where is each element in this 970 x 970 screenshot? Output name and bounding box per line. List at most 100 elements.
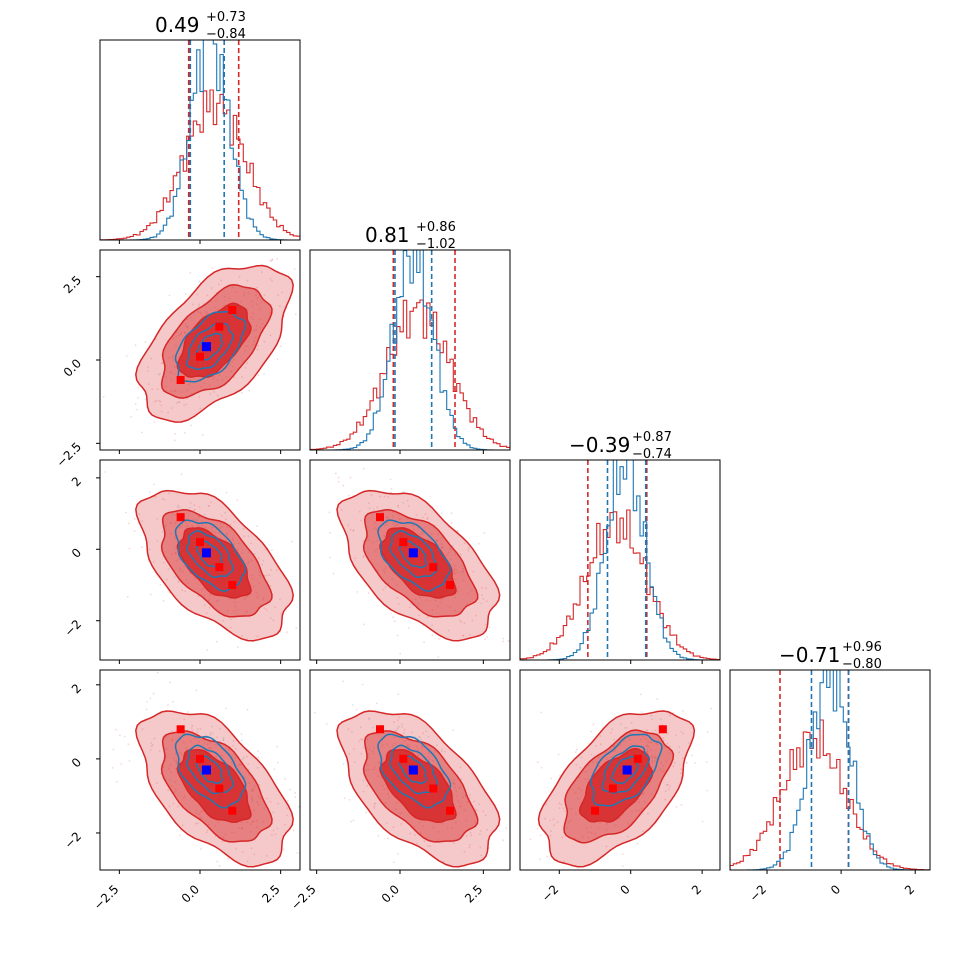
- scatter-point: [102, 395, 105, 398]
- scatter-point: [183, 404, 185, 407]
- scatter-point: [447, 551, 450, 554]
- scatter-point: [217, 599, 220, 602]
- scatter-point: [168, 294, 171, 297]
- scatter-point: [347, 728, 350, 731]
- scatter-point: [553, 824, 556, 827]
- scatter-point: [186, 581, 189, 584]
- scatter-point: [417, 749, 420, 751]
- scatter-point: [170, 378, 173, 381]
- scatter-point: [156, 540, 159, 542]
- scatter-point: [238, 826, 240, 829]
- scatter-point: [218, 864, 221, 867]
- scatter-point: [365, 769, 368, 771]
- scatter-point: [138, 513, 141, 515]
- scatter-point: [614, 824, 617, 827]
- scatter-point: [184, 323, 187, 326]
- scatter-point: [244, 596, 247, 599]
- scatter-point: [265, 855, 268, 857]
- scatter-point: [166, 789, 169, 792]
- scatter-point: [584, 778, 587, 780]
- scatter-point: [434, 599, 437, 602]
- scatter-point: [237, 764, 240, 767]
- scatter-point: [200, 385, 202, 388]
- scatter-point: [649, 741, 652, 744]
- scatter-point: [257, 795, 259, 798]
- scatter-point: [432, 826, 435, 829]
- scatter-point: [655, 743, 658, 746]
- scatter-point: [580, 756, 583, 759]
- scatter-point: [382, 588, 385, 591]
- scatter-point: [228, 363, 231, 366]
- scatter-point: [366, 738, 369, 741]
- scatter-point: [646, 750, 649, 753]
- scatter-point: [251, 789, 254, 792]
- scatter-point: [256, 348, 259, 351]
- scatter-point: [353, 761, 356, 764]
- scatter-point: [426, 844, 429, 847]
- scatter-point: [456, 571, 459, 574]
- blue-contour: [377, 519, 452, 592]
- scatter-point: [451, 826, 454, 829]
- blue-contour: [589, 733, 663, 807]
- scatter-point: [226, 532, 228, 535]
- scatter-point: [710, 707, 713, 710]
- red-marker: [376, 725, 384, 734]
- scatter-point: [258, 308, 261, 311]
- scatter-point: [472, 873, 474, 875]
- red-marker: [608, 784, 617, 793]
- scatter-point: [485, 623, 487, 626]
- scatter-point: [605, 845, 608, 848]
- scatter-point: [284, 777, 286, 780]
- scatter-point: [365, 811, 367, 814]
- scatter-point: [152, 483, 155, 486]
- scatter-point: [173, 759, 176, 762]
- scatter-point: [431, 759, 434, 762]
- scatter-point: [395, 524, 398, 527]
- scatter-point: [221, 379, 224, 382]
- scatter-point: [387, 837, 389, 840]
- scatter-point: [362, 539, 365, 542]
- scatter-point: [187, 327, 189, 329]
- scatter-point: [584, 770, 587, 773]
- scatter-point: [175, 768, 177, 770]
- scatter-point: [174, 752, 177, 755]
- scatter-point: [462, 567, 464, 570]
- scatter-point: [173, 373, 176, 375]
- scatter-point: [185, 747, 188, 750]
- scatter-point: [639, 738, 642, 741]
- panel-frame: [309, 459, 511, 661]
- scatter-point: [227, 609, 229, 612]
- scatter-point: [209, 593, 212, 596]
- scatter-point: [210, 501, 212, 504]
- scatter-point: [271, 549, 273, 551]
- scatter-point: [612, 745, 615, 748]
- y-tick-label: −2: [62, 617, 84, 639]
- scatter-point: [473, 800, 476, 803]
- scatter-point: [269, 259, 272, 262]
- scatter-point: [680, 803, 683, 806]
- scatter-point: [200, 589, 203, 591]
- scatter-point: [272, 619, 275, 622]
- scatter-point: [377, 734, 380, 737]
- scatter-point: [430, 533, 433, 535]
- scatter-point: [183, 432, 186, 434]
- scatter-point: [294, 313, 297, 316]
- scatter-point: [226, 533, 228, 536]
- scatter-point: [454, 564, 456, 567]
- scatter-point: [653, 756, 656, 759]
- scatter-point: [237, 608, 239, 611]
- scatter-point: [156, 388, 159, 391]
- scatter-point: [200, 313, 203, 316]
- scatter-point: [436, 605, 439, 607]
- scatter-point: [416, 745, 418, 748]
- scatter-point: [200, 848, 203, 850]
- scatter-point: [141, 520, 144, 523]
- red-marker: [591, 806, 599, 815]
- scatter-point: [253, 809, 256, 812]
- scatter-point: [399, 518, 402, 521]
- scatter-point: [610, 755, 613, 758]
- scatter-point: [187, 711, 189, 713]
- scatter-point: [440, 543, 443, 546]
- scatter-point: [169, 372, 172, 374]
- scatter-point: [454, 596, 456, 599]
